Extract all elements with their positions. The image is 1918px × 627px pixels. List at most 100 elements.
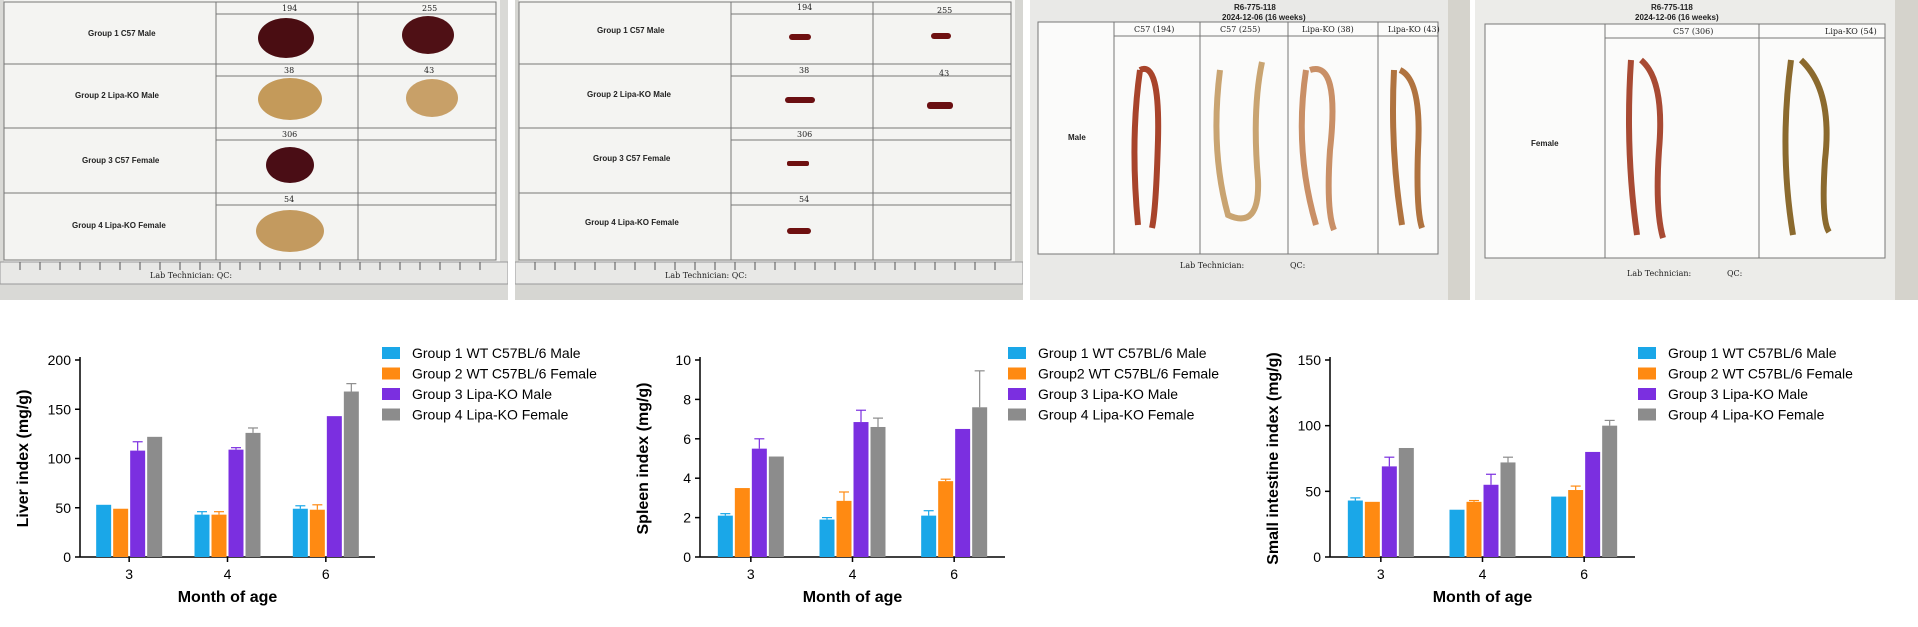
- spleen-organ-38: [785, 97, 815, 103]
- bar: [292, 508, 308, 557]
- intestine-male-col4: Lipa-KO (43): [1388, 25, 1440, 34]
- spleen-organ-54: [787, 228, 811, 234]
- bar: [1364, 501, 1380, 557]
- intestine-male-col1: C57 (194): [1134, 25, 1174, 34]
- bar: [938, 481, 954, 557]
- y-tick-label: 6: [683, 431, 691, 447]
- small-intestine-index-chart: 0 50 100 150 Small intestine index (mg/g) 3 4 6…: [1260, 345, 1890, 627]
- liver-id-194: 194: [282, 4, 297, 13]
- intestine-male-sample3: [1298, 66, 1337, 232]
- bar: [194, 514, 210, 557]
- x-tick-label: 4: [1479, 566, 1487, 582]
- bar: [819, 519, 835, 557]
- spleen-organ-43: [927, 102, 953, 109]
- y-tick-label: 50: [1305, 483, 1321, 499]
- bar: [130, 450, 146, 557]
- bar: [921, 515, 937, 557]
- legend-label: Group 3 Lipa-KO Male: [1668, 386, 1808, 402]
- spleen-footer: Lab Technician: QC:: [665, 271, 747, 280]
- intestine-female-col2: Lipa-KO (54): [1825, 27, 1877, 36]
- legend-label: Group2 WT C57BL/6 Female: [1038, 366, 1219, 382]
- bar: [1466, 501, 1482, 557]
- y-axis-title: Liver index (mg/g): [15, 390, 32, 528]
- intestine-male-qc: QC:: [1290, 261, 1305, 270]
- bar: [228, 449, 244, 557]
- spleen-group3-label: Group 3 C57 Female: [593, 154, 671, 163]
- intestine-female-qc: QC:: [1727, 269, 1742, 278]
- legend-label: Group 1 WT C57BL/6 Male: [1038, 345, 1207, 361]
- liver-organ-43: [406, 79, 458, 117]
- legend-swatch: [382, 367, 400, 380]
- intestine-female-header: R6-775-118: [1651, 3, 1693, 12]
- spleen-organ-255: [931, 33, 951, 39]
- y-tick-label: 10: [675, 352, 691, 368]
- liver-organ-54: [256, 210, 324, 252]
- spleen-group2-label: Group 2 Lipa-KO Male: [587, 90, 672, 99]
- x-tick-label: 3: [125, 566, 133, 582]
- y-tick-label: 150: [1298, 352, 1322, 368]
- intestine-male-photo: R6-775-118 2024-12-06 (16 weeks) C57 (19…: [1030, 0, 1470, 300]
- bar: [1347, 500, 1363, 557]
- spleen-id-43: 43: [939, 69, 949, 78]
- x-tick-label: 6: [950, 566, 958, 582]
- bar: [1398, 447, 1414, 557]
- legend-label: Group 4 Lipa-KO Female: [1668, 407, 1825, 423]
- spleen-id-306: 306: [797, 130, 812, 139]
- intestine-male-row-label: Male: [1068, 133, 1086, 142]
- bar: [211, 514, 227, 557]
- x-tick-label: 6: [322, 566, 330, 582]
- bar: [836, 500, 852, 557]
- bar: [309, 509, 325, 557]
- legend-swatch: [1008, 388, 1026, 400]
- liver-group2-label: Group 2 Lipa-KO Male: [75, 91, 160, 100]
- y-tick-label: 100: [48, 451, 72, 467]
- y-tick-label: 50: [55, 500, 71, 516]
- bar: [1551, 496, 1567, 557]
- x-tick-label: 6: [1580, 566, 1588, 582]
- intestine-female-row-label: Female: [1531, 139, 1559, 148]
- bar: [870, 426, 886, 557]
- liver-id-43: 43: [424, 66, 434, 75]
- liver-organ-194: [258, 18, 314, 58]
- legend-swatch: [1638, 347, 1656, 359]
- bar: [768, 456, 784, 557]
- spleen-organ-306: [787, 161, 809, 166]
- bar: [147, 436, 163, 557]
- x-axis-title: Month of age: [1433, 589, 1533, 606]
- spleen-group1-label: Group 1 C57 Male: [597, 26, 665, 35]
- liver-group1-label: Group 1 C57 Male: [88, 29, 156, 38]
- legend-swatch: [1638, 408, 1656, 421]
- intestine-male-tech: Lab Technician:: [1180, 261, 1244, 270]
- bar: [1483, 484, 1499, 557]
- intestine-male-sample1: [1131, 65, 1162, 229]
- legend-swatch: [1638, 367, 1656, 380]
- bar: [326, 416, 342, 557]
- liver-organ-255: [402, 16, 454, 54]
- bar: [1381, 466, 1397, 557]
- x-tick-label: 4: [224, 566, 232, 582]
- liver-group4-label: Group 4 Lipa-KO Female: [72, 221, 166, 230]
- liver-organ-38: [258, 78, 322, 120]
- y-axis-title: Spleen index (mg/g): [635, 382, 652, 534]
- y-tick-label: 150: [48, 401, 72, 417]
- legend-label: Group 3 Lipa-KO Male: [1038, 386, 1178, 402]
- liver-organ-306: [266, 147, 314, 183]
- y-tick-label: 0: [683, 549, 691, 565]
- legend-swatch: [382, 388, 400, 400]
- intestine-male-col2: C57 (255): [1220, 25, 1260, 34]
- legend-swatch: [1008, 367, 1026, 380]
- bar: [734, 488, 750, 557]
- intestine-female-sample1: [1626, 57, 1666, 239]
- y-tick-label: 2: [683, 510, 691, 526]
- bar: [751, 448, 767, 557]
- bar: [1500, 462, 1516, 557]
- liver-id-255: 255: [422, 4, 437, 13]
- bar: [1568, 490, 1584, 557]
- intestine-female-tech: Lab Technician:: [1627, 269, 1691, 278]
- liver-footer: Lab Technician: QC:: [150, 271, 232, 280]
- liver-id-306: 306: [282, 130, 297, 139]
- y-tick-label: 100: [1298, 418, 1322, 434]
- bar: [245, 432, 261, 557]
- bar: [853, 422, 869, 557]
- x-tick-label: 4: [849, 566, 857, 582]
